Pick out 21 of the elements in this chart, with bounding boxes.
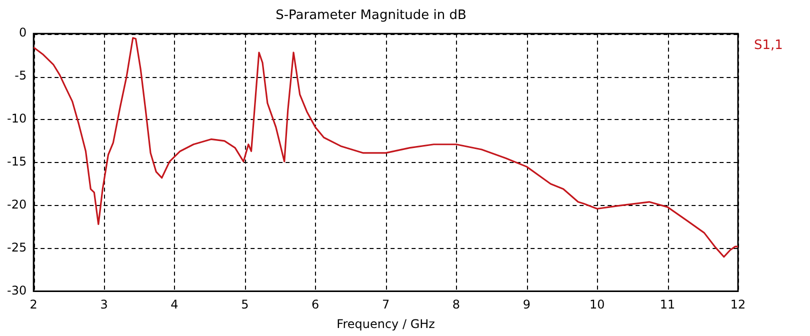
y-tick-label: -15 [6,154,27,169]
x-axis-title: Frequency / GHz [336,316,435,331]
x-tick-label: 2 [30,298,38,312]
y-tick-label: -20 [6,197,27,212]
x-tick-label: 5 [241,298,249,312]
x-tick-label: 4 [170,298,178,312]
x-tick-label: 8 [452,298,460,312]
y-tick-label: -5 [14,68,27,83]
x-tick-label: 3 [100,298,108,312]
text: S1,1 [754,38,783,53]
x-tick-label: 12 [730,298,746,312]
y-tick-label: -30 [6,283,27,298]
x-tick-label: 6 [312,298,320,312]
x-tick-label: 11 [660,298,676,312]
y-tick-label: -10 [6,112,27,126]
y-tick-label: -25 [6,240,27,254]
x-tick-label: 9 [522,298,530,312]
y-tick-label: 0 [18,26,27,40]
chart-title: S-Parameter Magnitude in dB [276,8,466,24]
x-tick-label: 10 [589,298,605,312]
x-tick-label: 7 [382,298,390,312]
